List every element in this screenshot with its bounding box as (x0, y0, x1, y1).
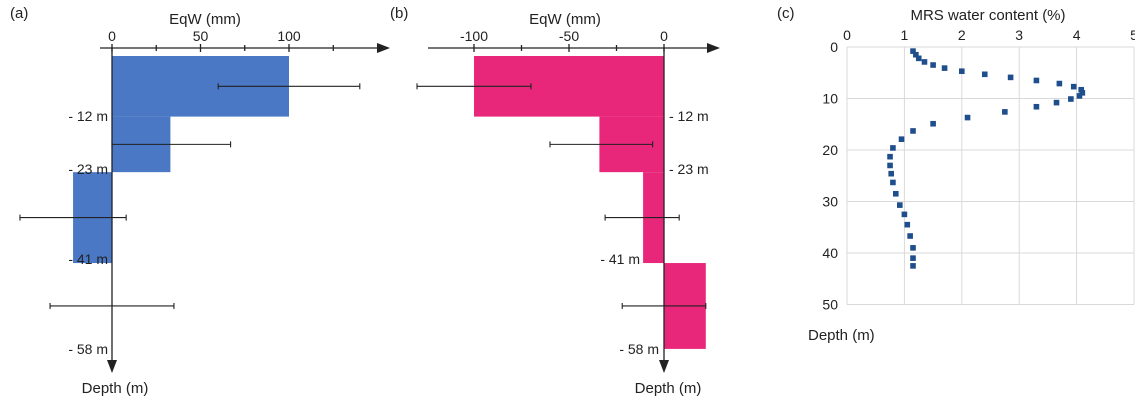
panel-a-x-axis-arrow (377, 43, 390, 53)
panel-c-y-axis-title: Depth (m) (808, 327, 875, 344)
panel-b-x-ticks: -100 -50 0 (460, 28, 713, 52)
c-y-tick-label-3: 30 (822, 194, 838, 210)
panel-b-y-axis-title: Depth (m) (635, 380, 702, 397)
panel-a-depth-label-23: - 23 m (68, 161, 108, 177)
panel-a-y-axis-title: Depth (m) (82, 380, 149, 397)
panel-a-depth-labels: - 12 m - 23 m - 41 m - 58 m (68, 108, 108, 357)
c-x-tick-label-3: 3 (1015, 27, 1023, 43)
panel-a-depth-label-58: - 58 m (68, 341, 108, 357)
c-point-15 (1068, 96, 1074, 102)
c-point-34 (910, 255, 916, 261)
c-point-11 (1070, 83, 1077, 90)
b-x-tick-label-2: 0 (660, 28, 668, 44)
panel-a-x-ticks: 0 50 100 (108, 28, 334, 52)
c-point-5 (941, 65, 948, 71)
c-point-3 (921, 59, 928, 65)
a-x-tick-label-2: 100 (277, 28, 301, 44)
c-point-31 (904, 221, 911, 228)
panel-c-x-axis-title: MRS water content (%) (910, 7, 1065, 24)
c-point-8 (1007, 74, 1014, 81)
c-x-tick-label-0: 0 (843, 27, 851, 43)
c-point-23 (890, 145, 896, 151)
panel-c: (c) MRS water content (%) 0 1 2 3 4 5 0 10 20 30… (777, 5, 1135, 344)
panel-a-depth-label-41: - 41 m (68, 251, 108, 267)
panel-c-y-ticks: 0 10 20 30 40 50 (822, 39, 838, 313)
a-x-tick-label-0: 0 (108, 28, 116, 44)
panel-a: (a) EqW (mm) 0 50 100 - 12 m - 23 m - 41 m… (10, 5, 390, 397)
c-point-1 (913, 51, 919, 58)
b-error-bar-2 (604, 214, 680, 221)
panel-c-x-ticks: 0 1 2 3 4 5 (843, 27, 1135, 43)
c-y-tick-label-1: 10 (822, 91, 838, 107)
panel-b-x-axis-arrow (707, 43, 720, 53)
c-point-33 (910, 245, 916, 251)
c-point-32 (907, 233, 913, 239)
c-y-tick-label-0: 0 (830, 39, 838, 55)
b-error-bar-1 (549, 141, 654, 148)
b-x-tick-label-1: -50 (559, 28, 579, 44)
c-x-tick-label-4: 4 (1073, 27, 1081, 43)
panel-b-depth-label-58: - 58 m (619, 341, 659, 357)
panel-b-depth-label-41: - 41 m (600, 251, 640, 267)
c-point-16 (1053, 99, 1060, 106)
c-y-tick-label-2: 20 (822, 142, 838, 158)
panel-a-x-axis-title: EqW (mm) (169, 11, 241, 28)
c-point-4 (930, 62, 936, 68)
panel-c-grid (846, 46, 1135, 305)
panel-b-depth-label-23: - 23 m (669, 161, 709, 177)
c-x-tick-label-2: 2 (958, 27, 966, 43)
c-point-0 (910, 48, 916, 54)
c-y-tick-label-5: 50 (822, 297, 838, 313)
c-point-6 (959, 68, 965, 75)
c-point-7 (981, 71, 988, 78)
c-point-12 (1078, 86, 1084, 93)
panel-c-points (887, 48, 1086, 269)
b-x-tick-label-0: -100 (460, 28, 488, 44)
c-point-20 (930, 120, 936, 127)
c-point-27 (890, 179, 896, 186)
panel-a-y-axis-arrow (107, 360, 117, 373)
panel-b-x-axis-title: EqW (mm) (529, 11, 601, 28)
c-point-14 (1076, 93, 1083, 99)
c-point-21 (910, 128, 916, 134)
c-x-tick-label-1: 1 (901, 27, 909, 43)
panel-b-y-axis-arrow (659, 360, 669, 373)
c-point-9 (1033, 77, 1040, 84)
b-error-bar-0 (416, 83, 532, 90)
c-point-22 (898, 136, 905, 142)
panel-b-depth-label-12: - 12 m (669, 108, 709, 124)
c-x-tick-label-5: 5 (1130, 27, 1135, 43)
c-point-26 (888, 170, 894, 177)
panel-a-bars (73, 56, 289, 264)
c-y-tick-label-4: 40 (822, 245, 838, 261)
c-point-2 (915, 55, 922, 62)
a-x-tick-label-1: 50 (193, 28, 209, 44)
c-point-28 (892, 190, 899, 197)
panel-b-bars (474, 56, 706, 349)
panel-b-depth-labels: - 12 m - 23 m - 41 m - 58 m (600, 108, 708, 357)
panel-c-label: (c) (777, 5, 795, 22)
c-point-17 (1033, 103, 1040, 110)
c-point-30 (901, 211, 908, 218)
c-point-24 (887, 153, 893, 160)
panel-a-depth-label-12: - 12 m (68, 108, 108, 124)
c-point-19 (964, 114, 971, 121)
c-point-29 (897, 202, 903, 208)
panel-b-label: (b) (390, 5, 408, 22)
c-point-10 (1056, 80, 1063, 87)
c-point-18 (1002, 109, 1008, 115)
c-point-25 (887, 162, 893, 169)
panel-a-label: (a) (10, 5, 28, 22)
a-error-bar-2 (19, 214, 127, 221)
panel-b: (b) EqW (mm) -100 -50 0 - 12 m - 23 m - 41… (390, 5, 720, 397)
c-point-13 (1079, 90, 1086, 96)
c-point-35 (910, 263, 916, 269)
a-error-bar-0 (217, 83, 361, 90)
